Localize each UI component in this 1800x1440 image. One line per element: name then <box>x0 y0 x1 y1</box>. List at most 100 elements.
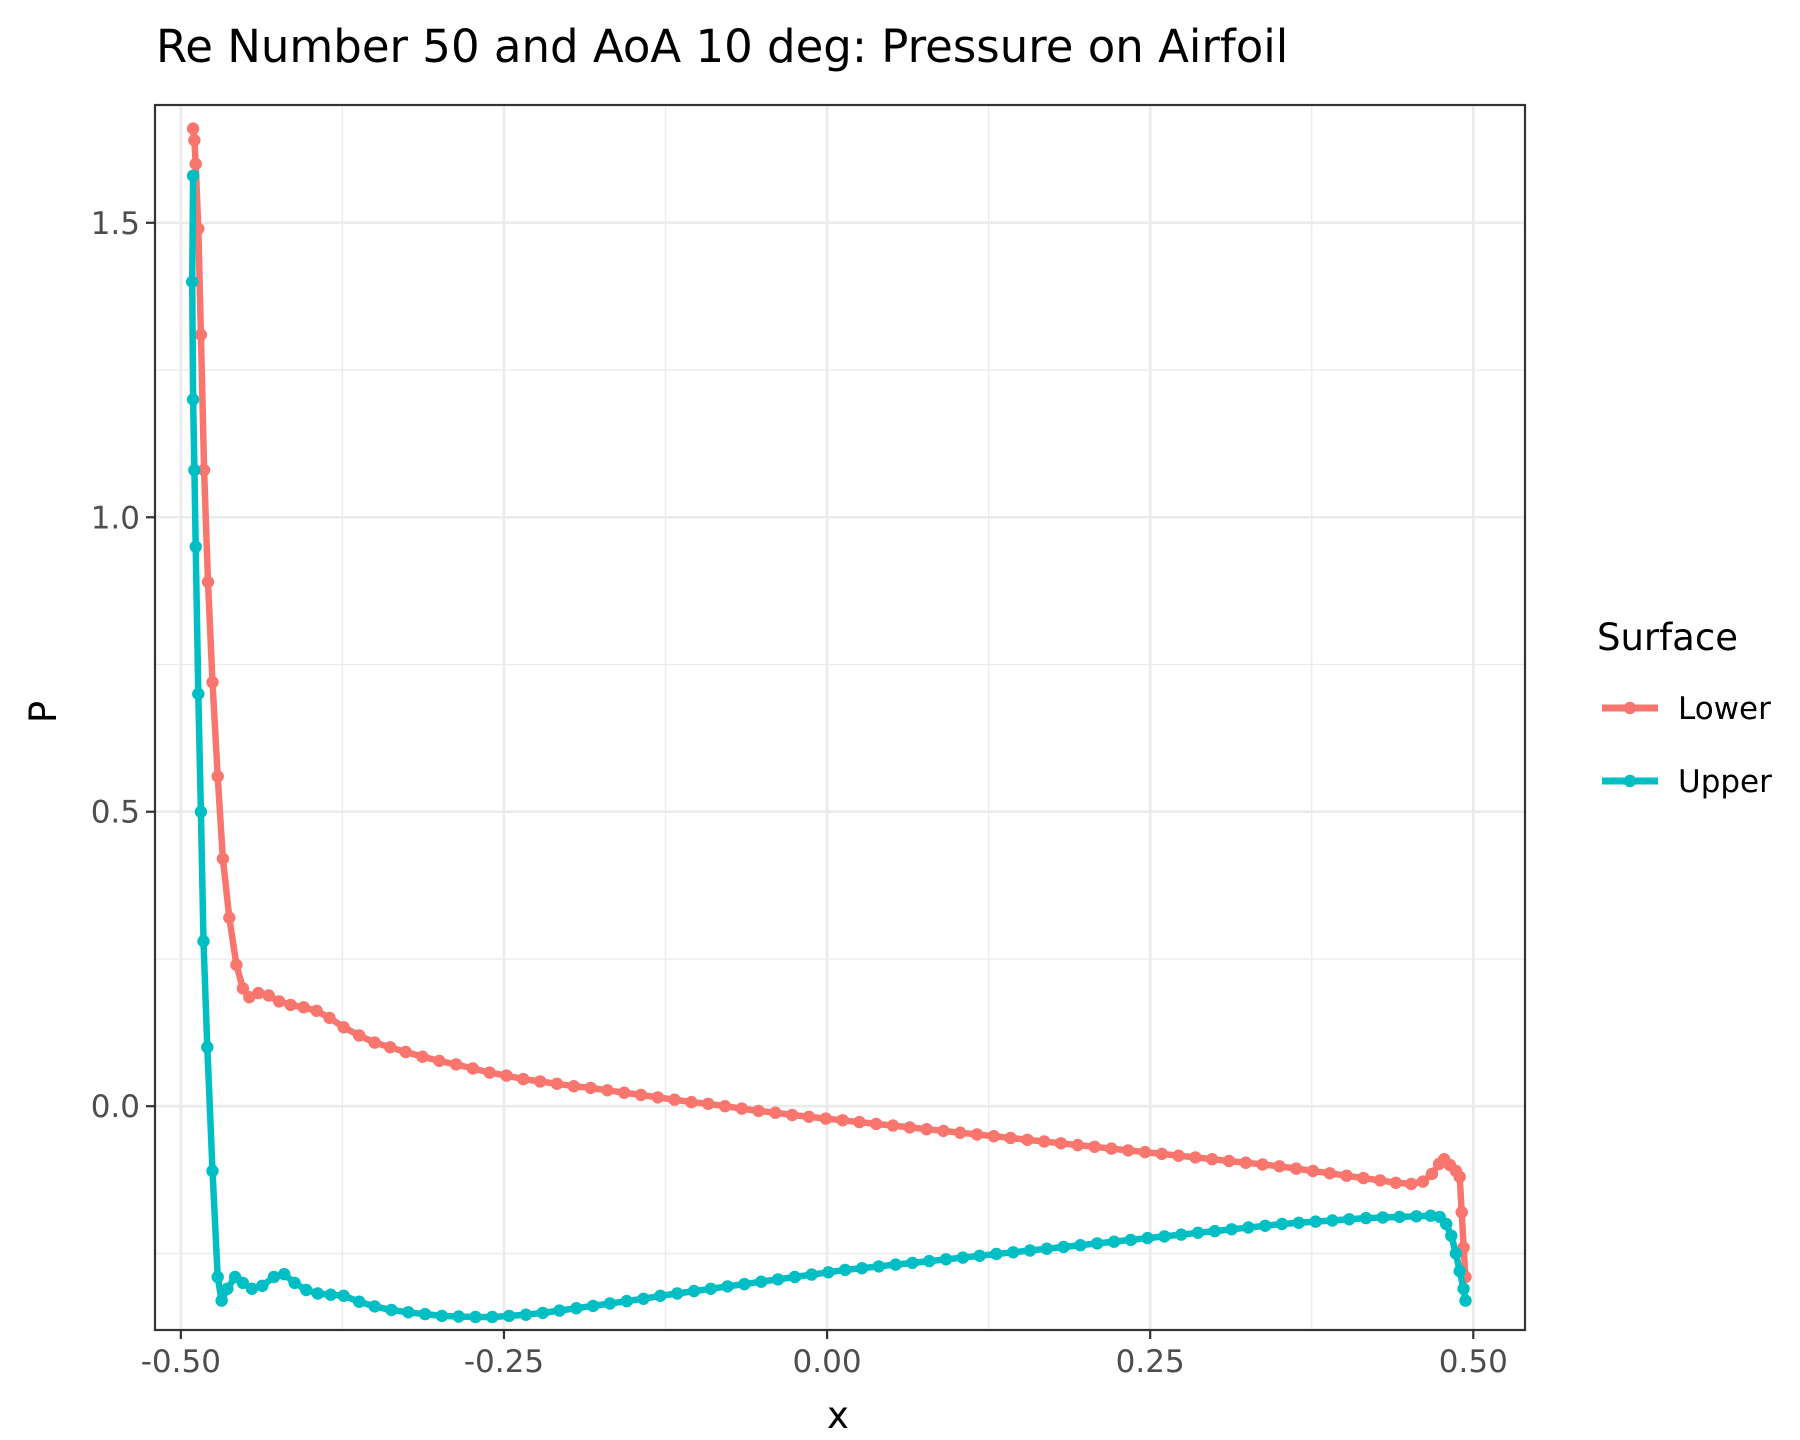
data-point-upper <box>288 1276 301 1290</box>
data-point-lower <box>1155 1147 1169 1161</box>
data-point-lower <box>1138 1145 1152 1159</box>
data-point-upper <box>368 1300 381 1313</box>
data-point-upper <box>536 1306 549 1320</box>
data-point-lower <box>1088 1140 1101 1154</box>
data-point-upper <box>186 169 200 182</box>
y-axis-title: P <box>22 701 65 723</box>
data-point-lower <box>685 1095 698 1109</box>
data-point-lower <box>752 1104 765 1118</box>
data-point-upper <box>872 1260 885 1273</box>
data-point-upper <box>1376 1211 1390 1224</box>
data-point-lower <box>384 1041 397 1054</box>
panel-background <box>155 105 1525 1330</box>
data-point-lower <box>1340 1169 1353 1182</box>
data-point-lower <box>1323 1167 1337 1180</box>
data-point-upper <box>637 1292 650 1306</box>
data-point-lower <box>618 1086 631 1099</box>
data-point-upper <box>267 1270 281 1284</box>
data-point-upper <box>197 935 210 948</box>
data-point-upper <box>189 540 202 553</box>
data-point-upper <box>1445 1229 1458 1243</box>
data-point-upper <box>1158 1230 1171 1243</box>
x-tick-label: 0.25 <box>1116 1344 1185 1380</box>
data-point-lower <box>399 1045 412 1059</box>
x-tick-label: 0.50 <box>1439 1344 1508 1380</box>
data-point-lower <box>197 463 211 477</box>
data-point-upper <box>519 1308 533 1321</box>
x-tick-label: -0.50 <box>141 1344 221 1380</box>
axes: -0.50 -0.25 0.00 0.25 0.50 0.0 0.5 1.0 1.5 <box>91 206 1508 1380</box>
data-point-upper <box>906 1256 919 1270</box>
data-point-lower <box>769 1106 782 1119</box>
data-point-upper <box>1057 1240 1070 1254</box>
data-point-upper <box>1242 1221 1255 1234</box>
data-point-lower <box>1038 1135 1051 1148</box>
y-tick-label: 1.5 <box>91 206 140 242</box>
data-point-lower <box>702 1097 715 1111</box>
data-point-lower <box>433 1054 446 1068</box>
legend: Surface Lower Upper <box>1597 616 1772 800</box>
data-point-lower <box>189 157 202 171</box>
data-point-lower <box>262 989 275 1002</box>
data-point-lower <box>886 1119 900 1132</box>
data-point-upper <box>245 1282 259 1296</box>
data-point-upper <box>671 1287 684 1300</box>
data-point-lower <box>201 575 215 589</box>
panel-border <box>153 103 1527 1332</box>
data-point-lower <box>236 982 250 995</box>
data-point-lower <box>216 852 230 865</box>
data-point-lower <box>230 958 243 972</box>
data-point-lower <box>786 1108 799 1122</box>
data-point-upper <box>1023 1244 1037 1257</box>
data-point-lower <box>323 1011 336 1025</box>
data-point-lower <box>297 1001 310 1014</box>
grid-lines <box>155 105 1525 1330</box>
data-point-upper <box>1326 1214 1339 1227</box>
data-point-upper <box>839 1263 852 1277</box>
data-point-upper <box>1343 1213 1356 1226</box>
data-point-upper <box>385 1303 398 1317</box>
series-upper <box>186 169 1472 1324</box>
data-point-upper <box>704 1282 717 1296</box>
data-point-upper <box>1007 1246 1020 1259</box>
data-point-lower <box>416 1050 429 1063</box>
data-point-lower <box>567 1080 580 1093</box>
data-point-lower <box>1222 1154 1236 1168</box>
data-point-lower <box>211 770 224 783</box>
data-point-upper <box>300 1283 313 1297</box>
data-point-upper <box>1410 1210 1423 1223</box>
data-point-upper <box>1275 1217 1289 1231</box>
data-point-upper <box>923 1254 936 1268</box>
data-point-upper <box>486 1310 499 1324</box>
data-point-upper <box>1457 1282 1470 1296</box>
data-point-upper <box>502 1309 516 1323</box>
data-point-upper <box>256 1279 269 1293</box>
data-point-lower <box>337 1021 350 1034</box>
data-point-lower <box>718 1100 732 1113</box>
series-lower <box>186 122 1472 1284</box>
data-point-upper <box>1449 1247 1463 1260</box>
data-point-lower <box>1189 1151 1202 1164</box>
data-point-lower <box>206 676 219 689</box>
data-point-upper <box>1459 1294 1472 1307</box>
data-point-upper <box>1124 1233 1138 1247</box>
data-point-upper <box>1074 1239 1087 1252</box>
data-point-upper <box>956 1251 969 1264</box>
data-point-lower <box>1290 1162 1303 1175</box>
data-point-upper <box>721 1280 734 1293</box>
data-point-lower <box>920 1123 933 1136</box>
data-point-lower <box>1004 1131 1017 1145</box>
data-point-lower <box>1206 1153 1219 1166</box>
data-point-upper <box>1453 1264 1466 1278</box>
data-point-upper <box>435 1309 449 1323</box>
data-point-upper <box>1191 1226 1205 1240</box>
data-point-upper <box>418 1307 432 1321</box>
data-point-upper <box>194 805 208 818</box>
data-point-lower <box>1172 1149 1185 1162</box>
data-point-upper <box>788 1270 801 1284</box>
data-point-lower <box>1389 1176 1403 1190</box>
data-point-lower <box>853 1115 866 1129</box>
data-point-upper <box>1259 1219 1272 1233</box>
data-point-upper <box>620 1294 633 1308</box>
x-axis-title: x <box>827 1394 849 1437</box>
